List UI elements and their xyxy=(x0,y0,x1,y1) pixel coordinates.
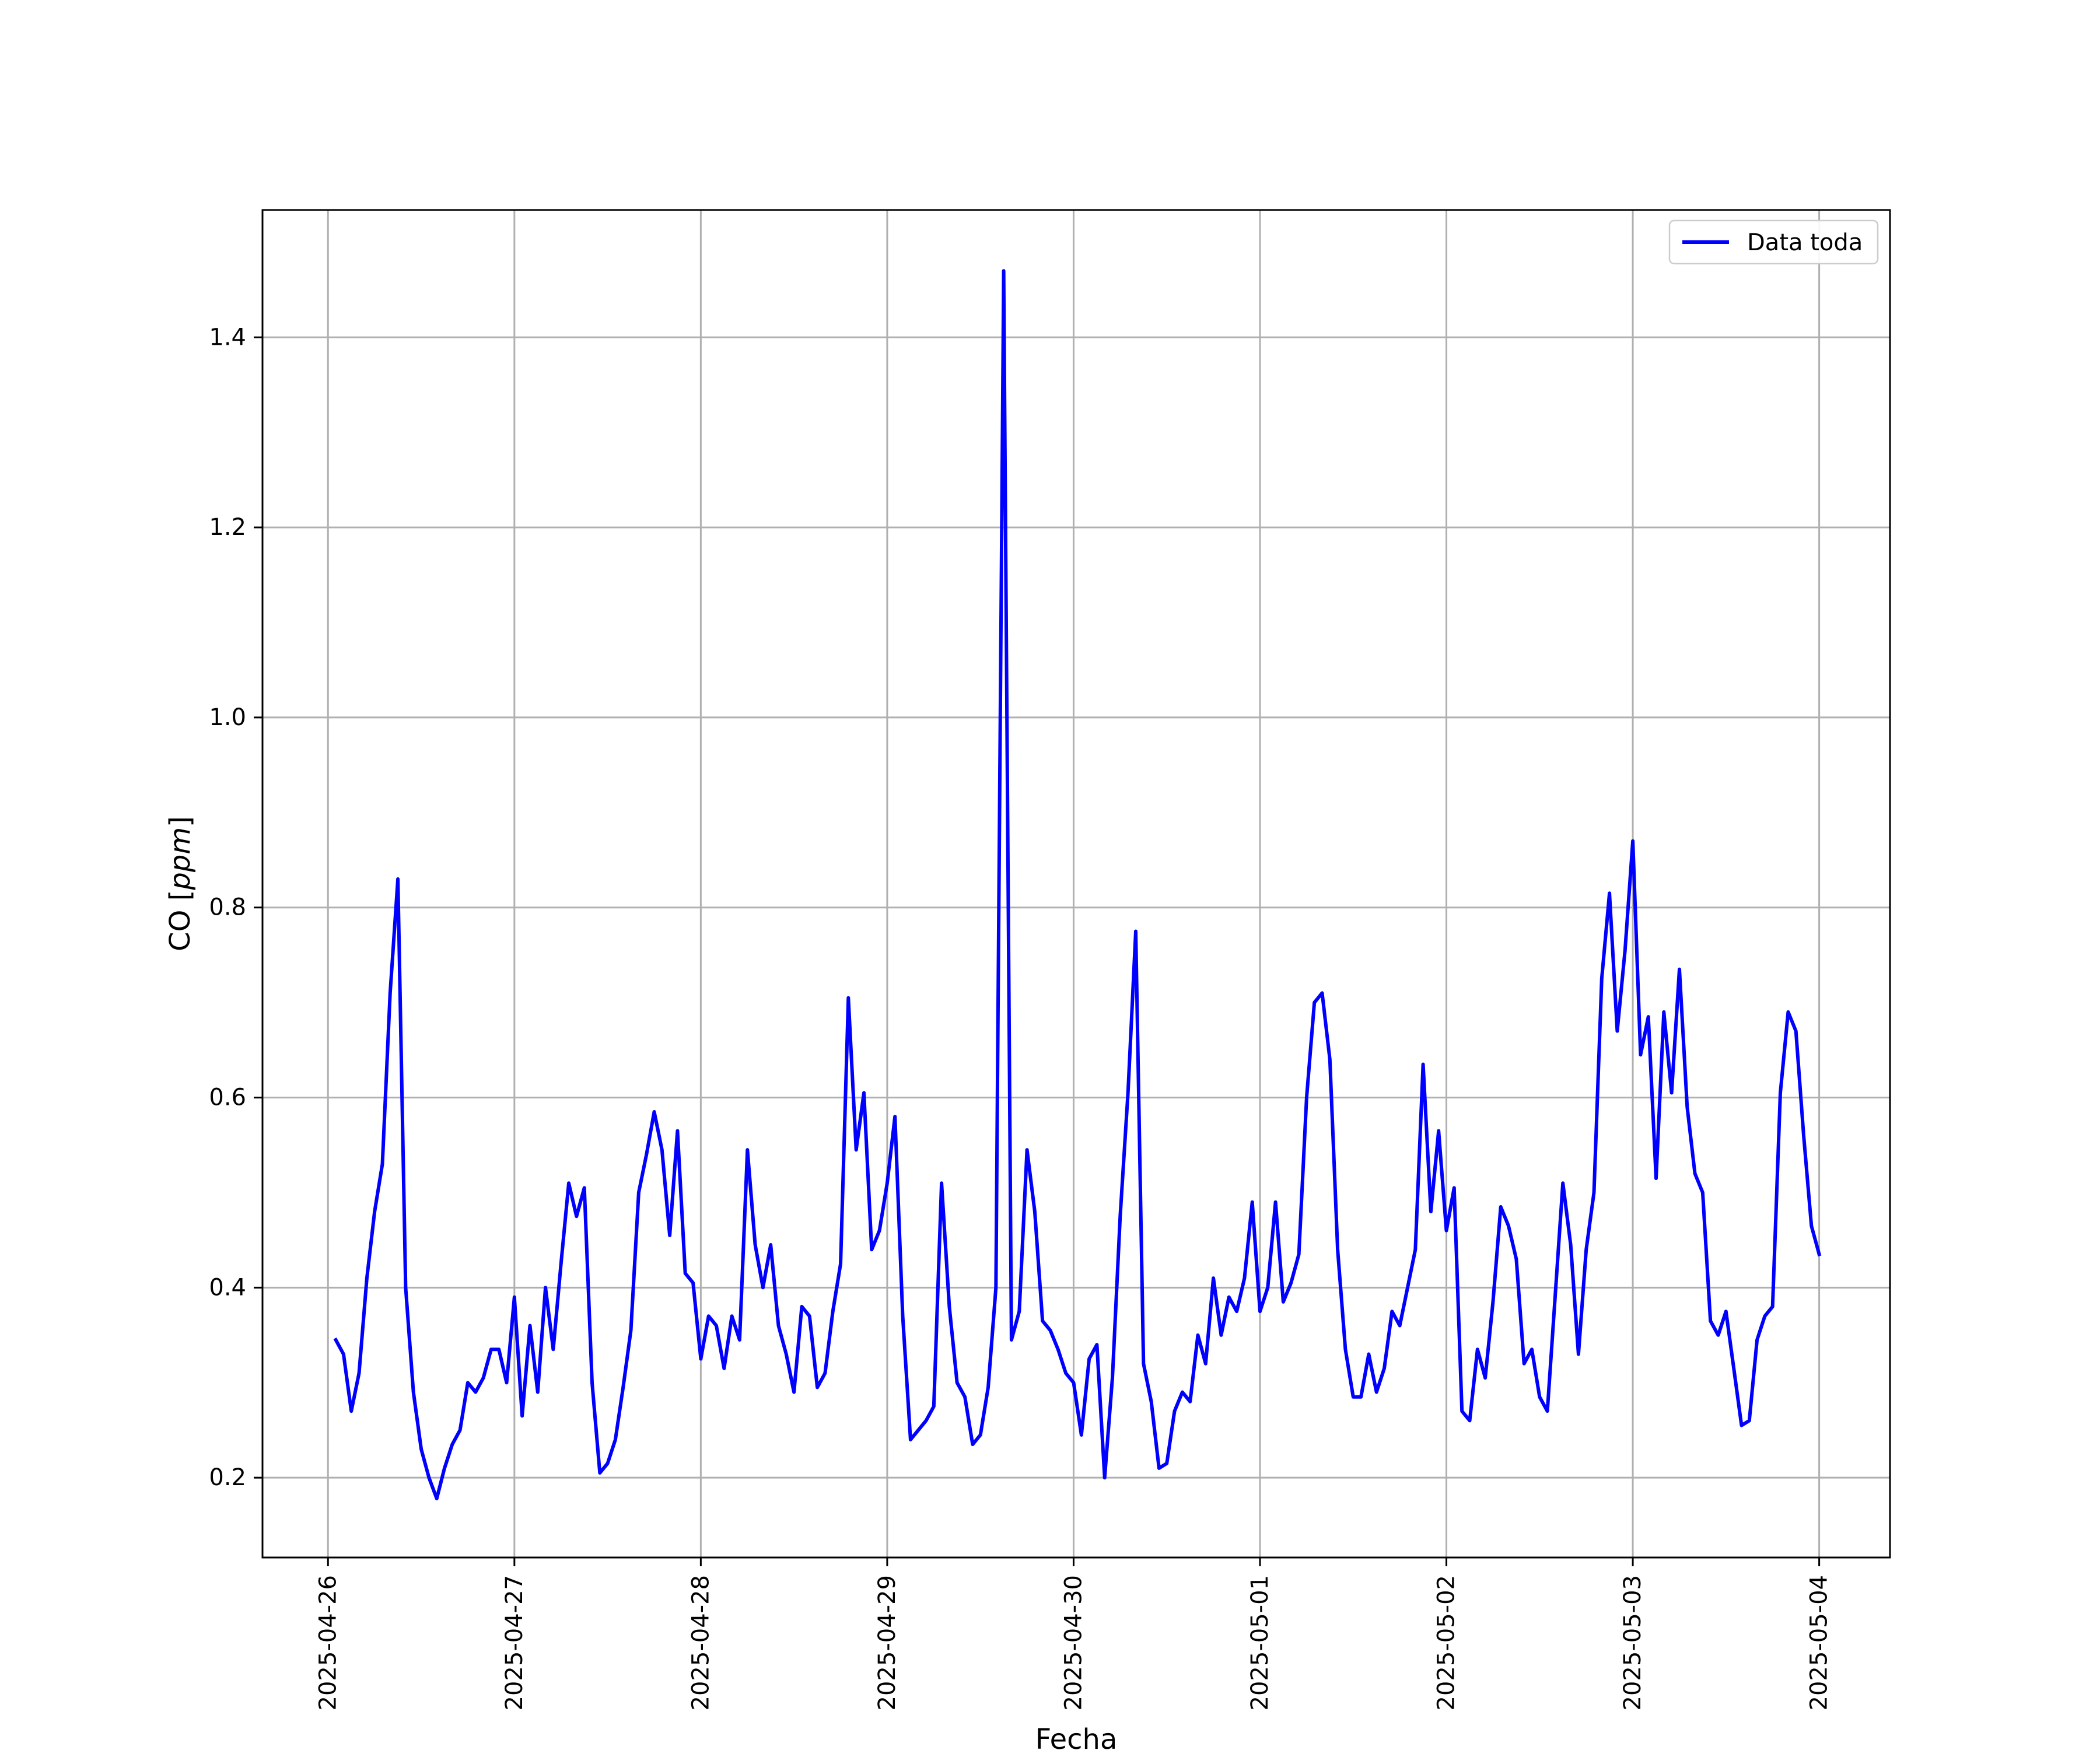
y-tick-label: 0.4 xyxy=(209,1274,246,1301)
axes-frame xyxy=(261,209,1891,1559)
y-tick-label: 0.6 xyxy=(209,1084,246,1111)
series-layer xyxy=(333,269,1822,1500)
x-tick-label: 2025-04-28 xyxy=(687,1575,714,1710)
series-line-data-toda xyxy=(333,269,1822,1500)
x-tick-label: 2025-05-01 xyxy=(1247,1575,1273,1710)
legend-frame xyxy=(1668,219,1879,265)
x-tick-label: 2025-05-02 xyxy=(1433,1575,1460,1710)
x-tick-label: 2025-04-30 xyxy=(1060,1575,1087,1710)
x-tick-label: 2025-04-27 xyxy=(501,1575,528,1710)
x-tick-label: 2025-04-29 xyxy=(874,1575,901,1710)
y-tick-label: 0.8 xyxy=(209,894,246,921)
y-axis-label: CO [ppm] xyxy=(164,816,197,951)
y-tick-label: 1.0 xyxy=(209,704,246,731)
y-tick-label: 1.2 xyxy=(209,514,246,541)
x-axis-label: Fecha xyxy=(1035,1723,1118,1750)
legend-label: Data toda xyxy=(1747,229,1863,256)
x-tick-label: 2025-05-03 xyxy=(1619,1575,1646,1710)
y-tick-label: 0.2 xyxy=(209,1464,246,1491)
legend: Data toda xyxy=(1668,219,1879,265)
y-axis-ticks: 0.2 0.4 0.6 0.8 1.0 1.2 1.4 xyxy=(209,324,262,1491)
x-tick-label: 2025-05-04 xyxy=(1806,1575,1833,1710)
grid xyxy=(262,210,1890,1558)
y-tick-label: 1.4 xyxy=(209,324,246,351)
plot-area xyxy=(262,210,1890,1558)
x-axis-ticks: 2025-04-26 2025-04-27 2025-04-28 2025-04-29… xyxy=(314,1558,1833,1710)
x-tick-label: 2025-04-26 xyxy=(314,1575,341,1710)
